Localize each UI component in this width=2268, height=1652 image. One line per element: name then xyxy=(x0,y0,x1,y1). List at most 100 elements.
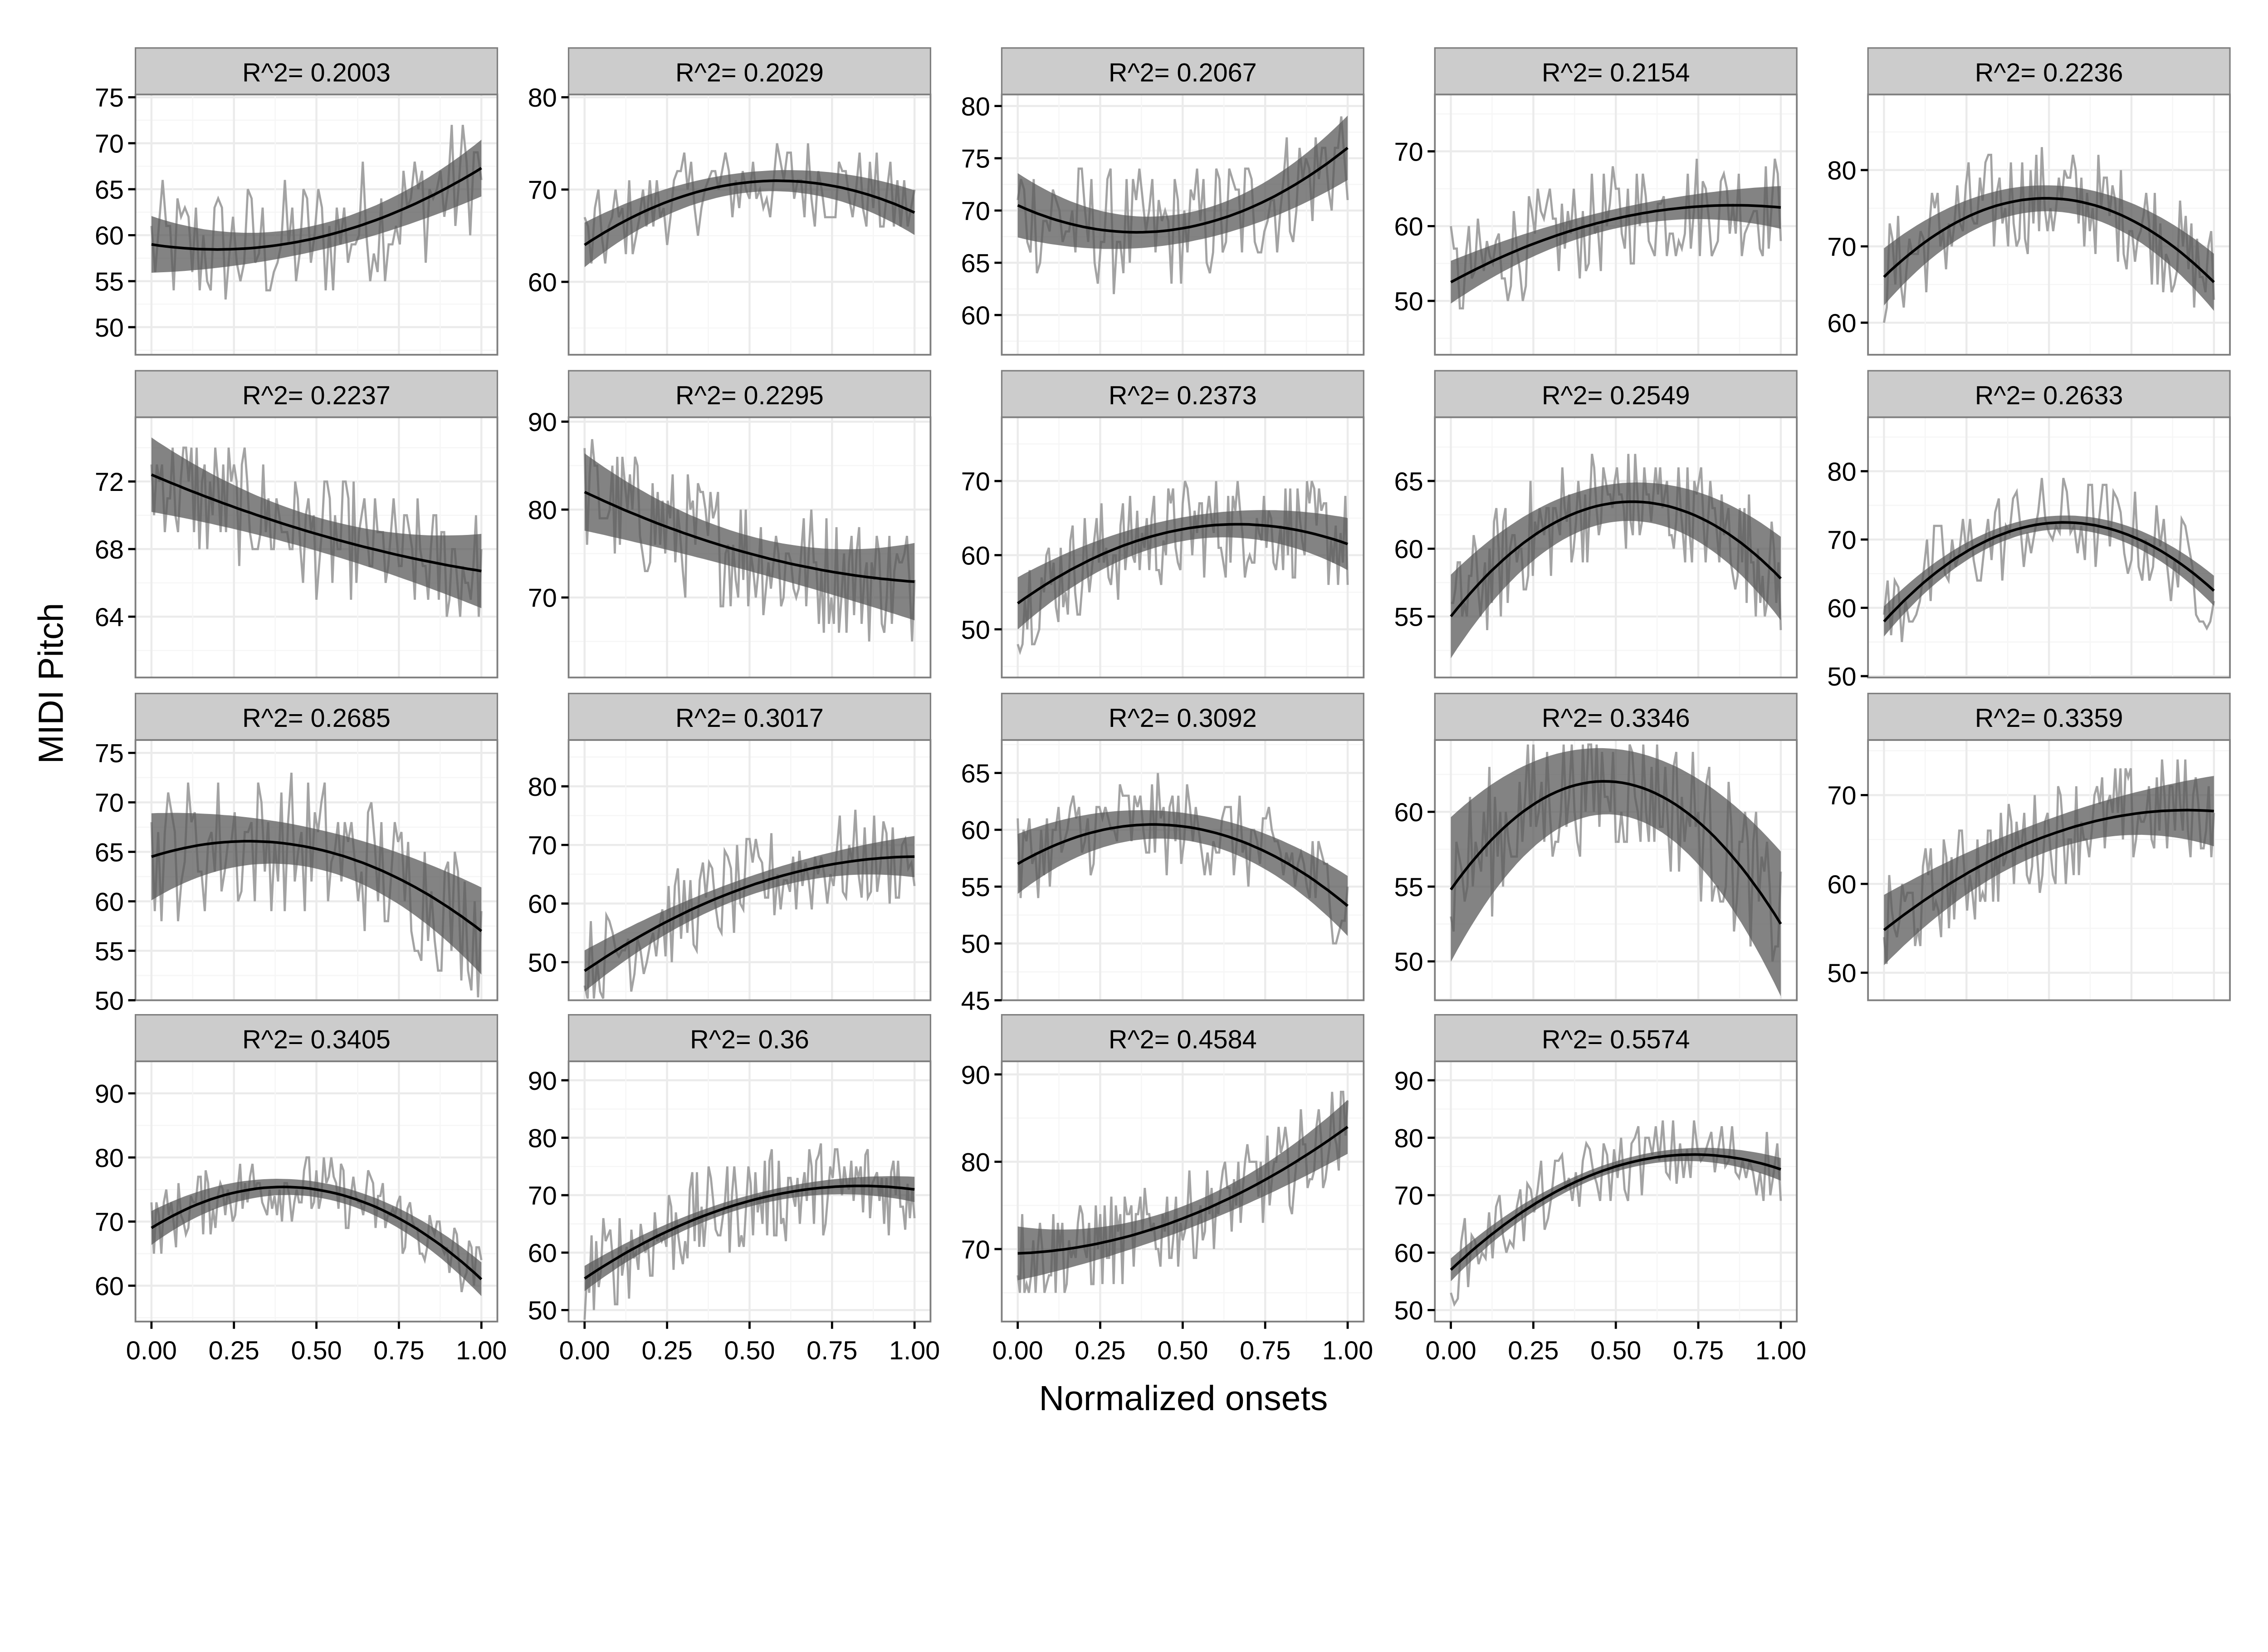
confidence-band xyxy=(1451,186,1781,304)
facet-strip xyxy=(567,1014,931,1062)
grid xyxy=(135,94,498,355)
facet-strip xyxy=(1001,370,1364,418)
y-tick-label: 65 xyxy=(1394,467,1423,496)
y-tick-label: 80 xyxy=(528,496,557,525)
facet-panel: R^2= 0.3017 50 60 70 80 xyxy=(528,692,932,1001)
fit-curve xyxy=(151,473,482,573)
facet-strip xyxy=(567,370,931,418)
fit-curve xyxy=(1017,523,1348,605)
grid xyxy=(1002,740,1364,1000)
x-tick-label: 0.50 xyxy=(1157,1336,1208,1365)
panel-frame xyxy=(134,739,499,1001)
x-tick-label: 0.75 xyxy=(1240,1336,1290,1365)
confidence-band xyxy=(1017,115,1348,249)
facet-panel: R^2= 0.3346 50 55 60 xyxy=(1394,692,1798,1001)
x-tick-label: 0.50 xyxy=(291,1336,342,1365)
facet-label: R^2= 0.2373 xyxy=(1109,381,1257,410)
y-tick-label: 90 xyxy=(95,1080,124,1109)
grid xyxy=(568,1061,931,1322)
y-tick-label: 60 xyxy=(1827,309,1856,338)
y-tick-label: 80 xyxy=(1827,157,1856,186)
y-tick-label: 55 xyxy=(95,937,124,966)
y-tick-label: 70 xyxy=(1827,233,1856,262)
y-tick-label: 80 xyxy=(528,83,557,113)
facet-strip xyxy=(1434,47,1798,95)
facet-panel: R^2= 0.2373 50 60 70 xyxy=(961,370,1365,679)
y-tick-label: 60 xyxy=(95,1272,124,1301)
panel-frame xyxy=(567,416,932,679)
facet-panel: R^2= 0.36 50 60 70 80 90 0.00 0.25 0.50 0.75 1.00 xyxy=(528,1014,940,1365)
y-axis-title: MIDI Pitch xyxy=(31,603,70,764)
grid xyxy=(1435,94,1797,355)
panel-frame xyxy=(567,739,932,1001)
facet-strip xyxy=(1001,1014,1364,1062)
y-tick-label: 55 xyxy=(95,268,124,297)
y-tick-label: 64 xyxy=(95,603,124,632)
y-tick-label: 60 xyxy=(1394,535,1423,564)
confidence-band xyxy=(1451,482,1781,658)
y-tick-label: 65 xyxy=(95,838,124,867)
grid xyxy=(1002,1061,1364,1322)
y-tick-label: 45 xyxy=(961,986,990,1015)
y-tick-label: 50 xyxy=(961,616,990,645)
panel-frame xyxy=(1434,416,1798,679)
fit-curve xyxy=(1017,823,1349,907)
y-tick-label: 50 xyxy=(1827,959,1856,988)
fit-curve xyxy=(1450,204,1781,284)
grid xyxy=(1002,94,1364,355)
x-tick-label: 0.00 xyxy=(126,1336,177,1365)
x-tick-label: 0.25 xyxy=(642,1336,693,1365)
facet-label: R^2= 0.2633 xyxy=(1975,381,2123,410)
raw-pitch-line xyxy=(150,125,483,300)
y-tick-label: 55 xyxy=(961,873,990,902)
facet-strip xyxy=(135,1014,499,1062)
facet-label: R^2= 0.2295 xyxy=(675,381,824,410)
y-tick-label: 80 xyxy=(1394,1124,1423,1153)
y-tick-label: 60 xyxy=(1394,798,1423,827)
y-tick-label: 50 xyxy=(961,930,990,959)
grid xyxy=(135,1061,498,1322)
facet-strip xyxy=(567,692,931,741)
confidence-band xyxy=(1017,510,1348,630)
x-tick-label: 0.75 xyxy=(1673,1336,1724,1365)
x-tick-label: 0.25 xyxy=(1508,1336,1559,1365)
facet-panel: R^2= 0.2029 60 70 80 xyxy=(528,47,932,356)
facet-panel: R^2= 0.3092 45 50 55 60 65 xyxy=(961,692,1365,1015)
fit-curve xyxy=(584,179,915,246)
y-tick-label: 65 xyxy=(961,249,990,278)
y-tick-label: 70 xyxy=(528,1181,557,1211)
panel-frame xyxy=(1867,93,2231,356)
facet-label: R^2= 0.2236 xyxy=(1975,58,2123,87)
confidence-band xyxy=(151,813,482,975)
facet-panel: R^2= 0.2237 64 68 72 xyxy=(95,370,499,679)
panel-frame xyxy=(1867,739,2231,1001)
y-tick-label: 60 xyxy=(1394,212,1423,241)
confidence-band xyxy=(584,170,915,267)
facet-panel: R^2= 0.3359 50 60 70 xyxy=(1827,692,2231,1001)
facet-label: R^2= 0.36 xyxy=(690,1025,809,1054)
facet-strip xyxy=(1867,692,2231,741)
x-tick-label: 0.00 xyxy=(992,1336,1043,1365)
y-tick-label: 60 xyxy=(528,1239,557,1268)
y-tick-label: 80 xyxy=(95,1144,124,1173)
facet-label: R^2= 0.3405 xyxy=(242,1025,391,1054)
y-tick-label: 50 xyxy=(1827,662,1856,691)
fit-curve xyxy=(584,490,915,583)
panel-frame xyxy=(134,93,499,356)
fit-curve xyxy=(1883,521,2215,623)
y-tick-label: 90 xyxy=(528,1067,557,1096)
fit-curve xyxy=(1450,500,1782,618)
panel-frame xyxy=(1001,416,1365,679)
facet-strip xyxy=(567,47,931,95)
confidence-band xyxy=(1451,748,1781,996)
x-tick-label: 0.75 xyxy=(807,1336,857,1365)
y-tick-label: 60 xyxy=(95,221,124,250)
fit-curve xyxy=(1883,809,2214,931)
y-tick-label: 75 xyxy=(961,145,990,174)
facet-panel: R^2= 0.2295 70 80 90 xyxy=(528,370,932,679)
y-tick-label: 70 xyxy=(528,831,557,860)
confidence-band xyxy=(1017,1100,1348,1280)
panel-frame xyxy=(1001,93,1365,356)
confidence-band xyxy=(151,437,482,608)
confidence-band xyxy=(1017,810,1348,936)
